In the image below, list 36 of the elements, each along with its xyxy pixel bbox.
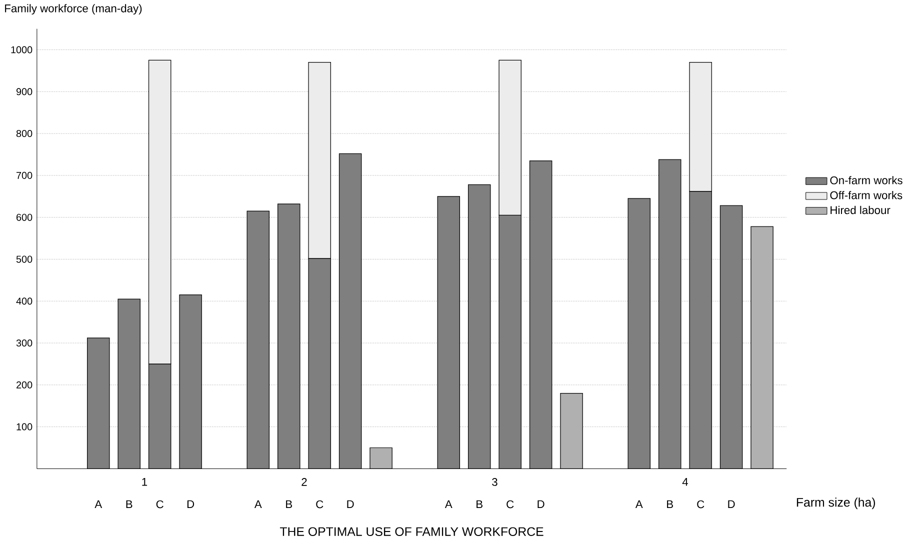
x-tick-label: B bbox=[667, 500, 673, 508]
y-tick-label: 400 bbox=[16, 298, 32, 305]
x-tick-label: C bbox=[316, 500, 324, 508]
x-tick-label: A bbox=[254, 500, 262, 508]
y-tick-label: 600 bbox=[16, 214, 32, 221]
y-tick-label: 100 bbox=[16, 423, 32, 430]
x-tick-label: C bbox=[156, 500, 164, 508]
legend-label: Off-farm works bbox=[830, 190, 902, 200]
x-tick-label: D bbox=[187, 500, 194, 508]
legend-label: Hired labour bbox=[830, 206, 890, 214]
y-tick-label: 200 bbox=[16, 381, 32, 388]
y-tick-label: 700 bbox=[16, 172, 32, 179]
y-axis-title: Family workforce (man-day) bbox=[5, 4, 142, 14]
x-axis-title: Farm size (ha) bbox=[796, 498, 876, 510]
y-tick-label: 500 bbox=[16, 256, 32, 263]
y-tick-label: 300 bbox=[16, 339, 32, 346]
y-tick-label: 1000 bbox=[11, 46, 32, 54]
text: 4 bbox=[682, 478, 688, 486]
x-tick-label: A bbox=[635, 500, 643, 508]
x-tick-label: A bbox=[444, 500, 452, 508]
x-tick-label: D bbox=[347, 500, 354, 508]
x-tick-label: B bbox=[476, 500, 482, 508]
text: 3 bbox=[492, 478, 498, 486]
text: 1 bbox=[142, 478, 148, 486]
y-tick-label: 800 bbox=[16, 130, 32, 137]
y-tick-label: 900 bbox=[16, 88, 32, 96]
x-tick-label: A bbox=[94, 500, 102, 508]
legend-label: On-farm works bbox=[830, 176, 902, 184]
x-tick-label: D bbox=[538, 500, 544, 508]
x-tick-label: B bbox=[286, 500, 292, 508]
x-tick-label: C bbox=[506, 500, 514, 508]
x-tick-label: B bbox=[126, 500, 132, 508]
text: 2 bbox=[302, 478, 307, 486]
text: THE OPTIMAL USE OF FAMILY WORKFORCE bbox=[280, 527, 544, 536]
x-tick-label: D bbox=[728, 500, 735, 508]
x-tick-label: C bbox=[697, 500, 704, 508]
